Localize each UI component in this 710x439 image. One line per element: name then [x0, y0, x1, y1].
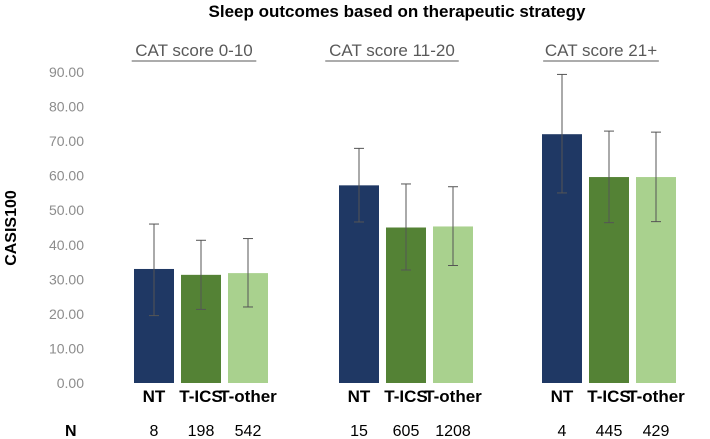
- y-tick-label: 60.00: [49, 168, 84, 184]
- y-tick-label: 0.00: [57, 375, 84, 391]
- n-value: 198: [188, 423, 215, 439]
- n-value: 8: [150, 423, 159, 439]
- category-label: NT: [143, 387, 166, 406]
- n-value: 429: [643, 423, 670, 439]
- category-label: NT: [551, 387, 574, 406]
- category-label: T-ICS: [587, 387, 630, 406]
- group-label: CAT score 0-10: [135, 41, 252, 60]
- n-value: 15: [350, 423, 368, 439]
- y-tick-label: 50.00: [49, 202, 84, 218]
- n-value: 4: [558, 423, 567, 439]
- group-label: CAT score 21+: [545, 41, 657, 60]
- bar-group: CAT score 11-20 NT 15 T-ICS 605 T-other 1208: [325, 41, 482, 439]
- n-value: 605: [393, 423, 420, 439]
- bar-group: CAT score 0-10 NT 8 T-ICS 198 T-other 542: [131, 41, 277, 439]
- category-label: T-other: [219, 387, 277, 406]
- category-label: NT: [348, 387, 371, 406]
- y-tick-label: 10.00: [49, 340, 84, 356]
- n-value: 445: [596, 423, 623, 439]
- group-label: CAT score 11-20: [329, 41, 455, 60]
- bar-group: CAT score 21+ NT 4 T-ICS 445 T-other 429: [542, 41, 685, 439]
- y-tick-label: 30.00: [49, 271, 84, 287]
- category-label: T-ICS: [384, 387, 427, 406]
- y-tick-label: 90.00: [49, 64, 84, 80]
- y-tick-label: 20.00: [49, 306, 84, 322]
- y-ticks: 0.00 10.00 20.00 30.00 40.00 50.00 60.00 70.00 8…: [49, 64, 84, 391]
- y-tick-label: 40.00: [49, 237, 84, 253]
- y-axis-label: CASIS100: [3, 190, 20, 266]
- y-tick-label: 70.00: [49, 133, 84, 149]
- category-label: T-other: [424, 387, 482, 406]
- n-value: 1208: [435, 423, 471, 439]
- n-row-label: N: [65, 423, 77, 439]
- y-tick-label: 80.00: [49, 99, 84, 115]
- n-value: 542: [235, 423, 262, 439]
- category-label: T-ICS: [179, 387, 222, 406]
- category-label: T-other: [627, 387, 685, 406]
- chart-title: Sleep outcomes based on therapeutic stra…: [209, 2, 586, 21]
